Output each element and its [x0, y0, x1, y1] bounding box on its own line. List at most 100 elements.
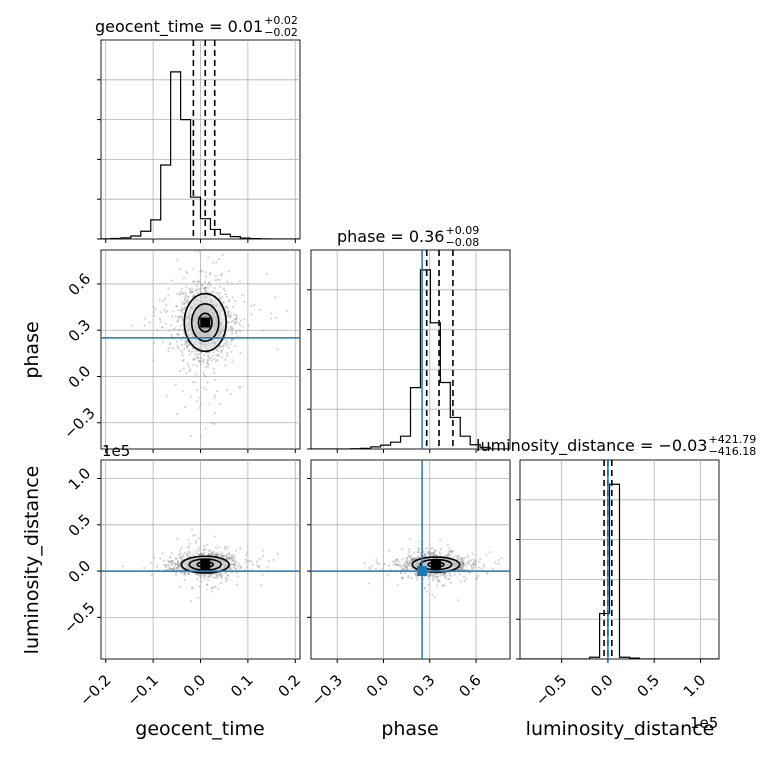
- scatter-point: [207, 354, 210, 358]
- scatter-point: [194, 541, 197, 544]
- scatter-point: [231, 560, 235, 563]
- scatter-point: [155, 565, 159, 568]
- scatter-point: [208, 574, 211, 577]
- scatter-point: [231, 559, 234, 562]
- scatter-point: [457, 554, 461, 558]
- scatter-point: [243, 300, 246, 304]
- scatter-point: [232, 319, 235, 322]
- scatter-point: [403, 565, 406, 568]
- scatter-point: [380, 568, 383, 571]
- scatter-point: [482, 563, 485, 566]
- scatter-point: [179, 349, 182, 352]
- scatter-point: [406, 556, 409, 560]
- scatter-point: [203, 577, 206, 580]
- scatter-point: [159, 557, 162, 560]
- scatter-point: [189, 395, 192, 398]
- scatter-point: [410, 577, 413, 580]
- scatter-point: [228, 315, 231, 318]
- scatter-point: [184, 341, 187, 344]
- scatter-point: [219, 581, 223, 585]
- scatter-point: [417, 548, 420, 552]
- scatter-point: [433, 595, 436, 599]
- scatter-point: [183, 302, 186, 306]
- scatter-point: [220, 554, 223, 557]
- scatter-point: [215, 354, 218, 357]
- scatter-point: [217, 350, 220, 353]
- title-luminosity-distance-plus: +421.79: [708, 433, 756, 446]
- scatter-point: [194, 352, 197, 356]
- panel-0-0: [101, 40, 300, 239]
- scatter-point: [203, 552, 206, 555]
- scatter-point: [230, 556, 233, 559]
- scatter-point: [187, 572, 190, 576]
- scatter-point: [262, 549, 265, 552]
- scatter-point: [368, 567, 371, 570]
- scatter-point: [174, 563, 177, 566]
- scatter-point: [217, 587, 220, 590]
- scatter-point: [185, 346, 188, 349]
- scatter-point: [411, 557, 414, 561]
- scatter-point: [232, 555, 235, 558]
- scatter-point: [188, 288, 191, 291]
- scatter-point: [152, 359, 155, 362]
- scatter-point: [216, 278, 219, 281]
- scatter-point: [164, 310, 168, 314]
- scatter-point: [466, 562, 469, 565]
- scatter-point: [235, 571, 239, 574]
- scatter-point: [199, 270, 202, 274]
- scatter-point: [429, 547, 432, 550]
- scatter-point: [195, 364, 199, 367]
- scatter-point: [197, 573, 200, 577]
- scatter-point: [200, 351, 203, 355]
- scatter-point: [375, 558, 378, 562]
- scatter-point: [227, 557, 230, 560]
- scatter-point: [463, 556, 466, 560]
- scatter-point: [226, 344, 229, 347]
- scatter-point: [241, 325, 244, 328]
- scatter-point: [229, 314, 232, 318]
- scatter-point: [230, 558, 233, 561]
- scatter-point: [213, 535, 216, 538]
- scatter-point: [170, 559, 174, 562]
- scatter-point: [244, 558, 247, 561]
- scatter-point: [230, 338, 234, 342]
- x-tick-label-geocent_time: 0.2: [274, 671, 304, 701]
- scatter-point: [200, 553, 203, 556]
- scatter-point: [461, 567, 464, 570]
- scatter-point: [396, 583, 399, 586]
- scatter-point: [224, 554, 227, 557]
- scatter-point: [171, 559, 175, 563]
- scatter-point: [165, 310, 168, 313]
- scatter-point: [229, 343, 232, 346]
- scatter-point: [234, 344, 237, 347]
- scatter-point: [478, 560, 481, 563]
- scatter-point: [176, 562, 179, 565]
- scatter-point: [432, 552, 435, 555]
- scatter-point: [191, 347, 195, 350]
- scatter-point: [206, 365, 210, 368]
- scatter-point: [218, 345, 221, 348]
- scatter-point: [432, 552, 435, 555]
- scatter-point: [221, 551, 224, 554]
- scatter-point: [212, 290, 215, 293]
- scatter-point: [475, 578, 478, 581]
- scatter-point: [226, 320, 230, 324]
- scatter-point: [227, 574, 230, 577]
- scatter-point: [237, 562, 240, 565]
- scatter-point: [209, 273, 212, 276]
- scatter-point: [210, 553, 213, 556]
- scatter-point: [469, 571, 472, 574]
- scatter-point: [463, 579, 466, 583]
- scatter-point: [387, 564, 390, 567]
- scatter-point: [186, 546, 190, 549]
- scatter-point: [199, 359, 202, 363]
- scatter-point: [148, 321, 152, 324]
- scatter-point: [195, 539, 198, 543]
- scatter-point: [230, 330, 234, 334]
- scatter-point: [409, 554, 412, 558]
- scatter-point: [229, 312, 232, 315]
- scatter-point: [182, 245, 184, 247]
- scatter-point: [163, 564, 166, 567]
- scatter-point: [460, 559, 463, 562]
- scatter-point: [219, 274, 223, 277]
